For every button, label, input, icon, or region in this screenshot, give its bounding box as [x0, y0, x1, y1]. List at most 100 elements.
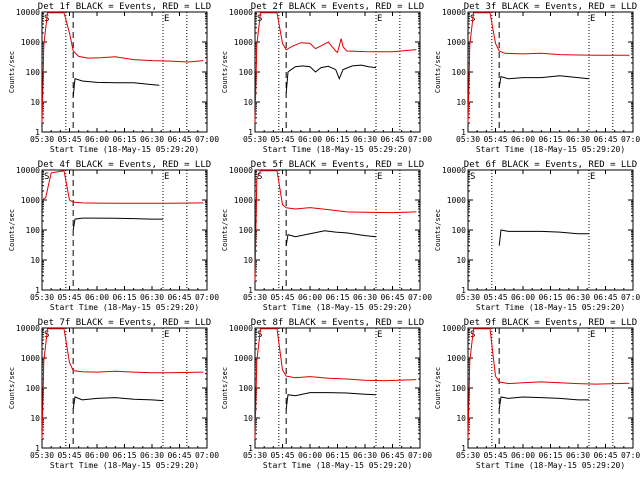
y-tick-label: 100 [452, 226, 467, 235]
x-tick-label: 06:45 [380, 293, 404, 302]
y-axis-label: Counts/sec [434, 367, 442, 409]
chart-title: Det 8f BLACK = Events, RED = LLD [251, 318, 424, 328]
series-lld [41, 170, 204, 204]
y-tick-label: 10000 [16, 8, 40, 17]
x-tick-label: 06:00 [511, 293, 535, 302]
x-tick-label: 06:30 [140, 135, 164, 144]
series-events [72, 78, 160, 97]
chart-panel-7: Det 7f BLACK = Events, RED = LLD 05:30 05:… [8, 318, 219, 470]
y-tick-label: 10000 [442, 324, 466, 333]
series-lld [254, 170, 417, 282]
chart-title: Det 2f BLACK = Events, RED = LLD [251, 2, 424, 12]
y-tick-label: 10 [456, 414, 466, 423]
start-flag: S [470, 172, 475, 182]
x-tick-label: 06:30 [566, 135, 590, 144]
y-tick-label: 10 [456, 256, 466, 265]
x-axis-label: Start Time (18-May-15 05:29:20) [50, 303, 199, 312]
end-flag: E [590, 172, 595, 182]
y-tick-label: 1 [461, 444, 466, 453]
x-tick-label: 05:30 [30, 451, 54, 460]
plot-frame [41, 11, 208, 133]
y-tick-label: 1000 [21, 38, 40, 47]
series-events [498, 396, 589, 410]
x-tick-label: 06:15 [538, 451, 562, 460]
x-tick-label: 06:15 [538, 293, 562, 302]
x-tick-label: 05:30 [456, 293, 480, 302]
end-flag: E [377, 330, 382, 340]
x-tick-label: 06:45 [593, 293, 617, 302]
y-tick-label: 1000 [447, 38, 466, 47]
y-tick-label: 10 [243, 414, 253, 423]
x-tick-label: 05:45 [483, 451, 507, 460]
x-tick-label: 06:45 [593, 135, 617, 144]
end-flag: E [164, 14, 169, 24]
y-tick-label: 1 [35, 286, 40, 295]
x-tick-label: 06:30 [566, 293, 590, 302]
end-flag: E [590, 14, 595, 24]
y-tick-label: 1000 [447, 354, 466, 363]
chart-title: Det 4f BLACK = Events, RED = LLD [38, 160, 211, 170]
y-tick-label: 1 [248, 286, 253, 295]
y-tick-label: 10000 [442, 8, 466, 17]
y-axis-label: Counts/sec [434, 209, 442, 251]
y-tick-label: 1000 [234, 196, 253, 205]
y-tick-label: 10000 [16, 166, 40, 175]
x-tick-label: 07:00 [195, 135, 219, 144]
series-lld [254, 328, 417, 440]
y-tick-label: 100 [26, 384, 41, 393]
chart-panel-1: Det 1f BLACK = Events, RED = LLD 05:30 05:… [8, 2, 219, 154]
y-tick-label: 1000 [234, 354, 253, 363]
y-axis-label: Counts/sec [8, 51, 16, 93]
x-tick-label: 05:45 [483, 135, 507, 144]
x-tick-label: 06:15 [325, 451, 349, 460]
x-tick-label: 05:30 [456, 451, 480, 460]
y-tick-label: 1 [461, 286, 466, 295]
end-flag: E [377, 14, 382, 24]
y-tick-label: 1000 [447, 196, 466, 205]
chart-title: Det 5f BLACK = Events, RED = LLD [251, 160, 424, 170]
series-events [72, 396, 164, 410]
y-tick-label: 1 [35, 128, 40, 137]
chart-title: Det 9f BLACK = Events, RED = LLD [464, 318, 637, 328]
x-tick-label: 06:15 [538, 135, 562, 144]
series-events [498, 75, 590, 88]
y-tick-label: 1000 [21, 196, 40, 205]
end-flag: E [164, 172, 169, 182]
y-tick-label: 1 [248, 444, 253, 453]
chart-panel-6: Det 6f BLACK = Events, RED = LLD 05:30 05:… [434, 160, 640, 312]
x-tick-label: 07:00 [195, 451, 219, 460]
x-tick-label: 06:45 [167, 451, 191, 460]
x-tick-label: 05:30 [456, 135, 480, 144]
chart-panel-5: Det 5f BLACK = Events, RED = LLD 05:30 05:… [221, 160, 432, 312]
y-tick-label: 10 [456, 98, 466, 107]
series-lld [41, 12, 204, 124]
x-tick-label: 06:45 [593, 451, 617, 460]
y-tick-label: 10 [243, 256, 253, 265]
y-tick-label: 1 [35, 444, 40, 453]
x-tick-label: 06:45 [380, 451, 404, 460]
x-tick-label: 06:00 [511, 451, 535, 460]
x-tick-label: 07:00 [408, 451, 432, 460]
chart-title: Det 6f BLACK = Events, RED = LLD [464, 160, 637, 170]
x-tick-label: 07:00 [408, 135, 432, 144]
chart-title: Det 7f BLACK = Events, RED = LLD [38, 318, 211, 328]
x-axis-label: Start Time (18-May-15 05:29:20) [50, 461, 199, 470]
y-tick-label: 1000 [234, 38, 253, 47]
x-tick-label: 06:30 [353, 451, 377, 460]
y-axis-label: Counts/sec [8, 367, 16, 409]
x-axis-label: Start Time (18-May-15 05:29:20) [476, 145, 625, 154]
y-tick-label: 10 [243, 98, 253, 107]
chart-panel-4: Det 4f BLACK = Events, RED = LLD 05:30 05:… [8, 160, 219, 312]
y-tick-label: 100 [239, 68, 254, 77]
x-tick-label: 06:45 [167, 135, 191, 144]
x-tick-label: 05:30 [243, 451, 267, 460]
series-events [72, 217, 163, 231]
y-tick-label: 1 [461, 128, 466, 137]
series-lld [41, 328, 204, 440]
y-tick-label: 10 [30, 414, 40, 423]
y-axis-label: Counts/sec [434, 51, 442, 93]
x-tick-label: 05:45 [57, 293, 81, 302]
y-tick-label: 1 [248, 128, 253, 137]
y-tick-label: 10000 [229, 324, 253, 333]
